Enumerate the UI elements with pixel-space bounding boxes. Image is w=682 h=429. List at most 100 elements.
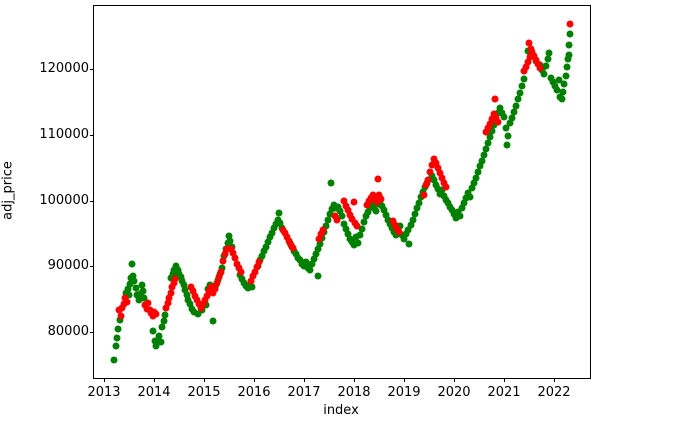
scatter-point-red bbox=[482, 128, 490, 136]
scatter-point-red bbox=[369, 191, 377, 199]
scatter-point-green bbox=[476, 162, 484, 170]
scatter-point-green bbox=[306, 266, 314, 274]
plot-area: 2013 2014 2015 2016 2017 2018 2019 2020 2021 2022… bbox=[39, 5, 591, 400]
scatter-point-green bbox=[116, 316, 123, 323]
scatter-point-red bbox=[189, 287, 197, 295]
y-tick-mark bbox=[90, 332, 94, 333]
scatter-point-green bbox=[183, 291, 190, 299]
scatter-point-green bbox=[113, 334, 120, 342]
y-tick-label: 90000 bbox=[47, 258, 89, 274]
y-tick-label: 120000 bbox=[39, 61, 89, 77]
scatter-point-red bbox=[534, 60, 542, 68]
scatter-point-green bbox=[175, 270, 183, 277]
scatter-point-green bbox=[562, 72, 569, 80]
y-axis-label: adj_price bbox=[0, 161, 16, 220]
x-tick-label: 2013 bbox=[87, 385, 121, 400]
x-tick-mark bbox=[254, 378, 255, 382]
scatter-point-red bbox=[395, 228, 403, 236]
scatter-point-red bbox=[165, 294, 173, 302]
scatter-point-green bbox=[506, 119, 514, 127]
scatter-point-red bbox=[249, 272, 257, 280]
scatter-point-red bbox=[438, 174, 446, 181]
scatter-point-green bbox=[112, 342, 119, 350]
scatter-point-red bbox=[317, 230, 325, 238]
scatter-point-green bbox=[444, 199, 452, 207]
scatter-point-green bbox=[264, 238, 272, 246]
scatter-point-green bbox=[340, 220, 348, 227]
scatter-point-red bbox=[486, 120, 494, 128]
scatter-point-green bbox=[452, 214, 460, 222]
scatter-point-red bbox=[227, 245, 235, 252]
scatter-point-green bbox=[474, 168, 482, 176]
scatter-point-green bbox=[126, 280, 134, 288]
scatter-point-green bbox=[161, 311, 169, 319]
scatter-point-red bbox=[532, 56, 540, 64]
scatter-point-red bbox=[434, 164, 442, 172]
scatter-point-red bbox=[430, 155, 438, 162]
scatter-point-green bbox=[334, 203, 342, 210]
scatter-point-green bbox=[130, 277, 138, 285]
scatter-point-green bbox=[358, 225, 366, 233]
scatter-point-green bbox=[180, 281, 187, 289]
scatter-point-green bbox=[405, 240, 413, 248]
scatter-point-red bbox=[442, 183, 450, 191]
scatter-point-green bbox=[169, 270, 176, 277]
scatter-point-green bbox=[480, 151, 488, 158]
scatter-point-green bbox=[494, 109, 502, 117]
x-tick-label: 2019 bbox=[387, 385, 421, 400]
scatter-point-green bbox=[503, 141, 511, 149]
scatter-point-green bbox=[564, 55, 571, 63]
scatter-point-red bbox=[279, 226, 287, 233]
scatter-point-green bbox=[563, 63, 570, 71]
scatter-point-green bbox=[132, 284, 139, 292]
scatter-point-red bbox=[229, 249, 237, 257]
scatter-point-green bbox=[178, 277, 186, 285]
scatter-point-green bbox=[152, 342, 160, 350]
x-tick-mark bbox=[154, 378, 155, 382]
scatter-point-green bbox=[380, 206, 388, 214]
scatter-point-green bbox=[184, 296, 192, 304]
scatter-point-green bbox=[149, 327, 157, 335]
x-tick-label: 2018 bbox=[337, 385, 371, 400]
scatter-point-green bbox=[218, 264, 226, 272]
scatter-point-red bbox=[171, 275, 179, 283]
scatter-point-green bbox=[466, 193, 474, 201]
scatter-point-red bbox=[283, 233, 291, 241]
scatter-point-green bbox=[276, 219, 284, 227]
scatter-point-red bbox=[164, 299, 171, 307]
x-tick-label: 2022 bbox=[537, 385, 571, 400]
y-tick-mark bbox=[90, 200, 94, 202]
scatter-point-green bbox=[502, 124, 510, 132]
scatter-point-green bbox=[338, 212, 346, 220]
scatter-point-green bbox=[409, 216, 417, 224]
scatter-point-red bbox=[193, 296, 201, 304]
scatter-point-green bbox=[238, 275, 246, 283]
x-tick-label: 2014 bbox=[137, 385, 171, 400]
scatter-point-green bbox=[260, 247, 268, 255]
x-tick-label: 2015 bbox=[187, 385, 221, 400]
scatter-point-green bbox=[545, 49, 553, 57]
scatter-point-green bbox=[402, 230, 410, 238]
scatter-point-green bbox=[496, 104, 504, 112]
scatter-point-red bbox=[566, 20, 574, 28]
scatter-point-red bbox=[492, 114, 500, 122]
scatter-point-green bbox=[129, 272, 136, 279]
scatter-point-red bbox=[215, 273, 223, 281]
scatter-point-red bbox=[426, 168, 434, 176]
scatter-point-red bbox=[152, 310, 159, 318]
scatter-point-green bbox=[565, 51, 572, 59]
scatter-point-red bbox=[167, 289, 174, 297]
scatter-point-red bbox=[373, 198, 381, 206]
scatter-point-green bbox=[560, 80, 568, 88]
scatter-point-red bbox=[118, 304, 126, 312]
scatter-point-red bbox=[247, 277, 255, 285]
scatter-point-green bbox=[386, 220, 394, 228]
scatter-point-green bbox=[566, 30, 573, 38]
scatter-point-green bbox=[167, 274, 175, 282]
scatter-point-green bbox=[400, 235, 408, 243]
scatter-point-green bbox=[160, 317, 167, 325]
scatter-point-red bbox=[484, 124, 492, 132]
scatter-point-green bbox=[558, 95, 566, 103]
scatter-point-red bbox=[205, 287, 213, 295]
scatter-point-green bbox=[342, 225, 350, 233]
